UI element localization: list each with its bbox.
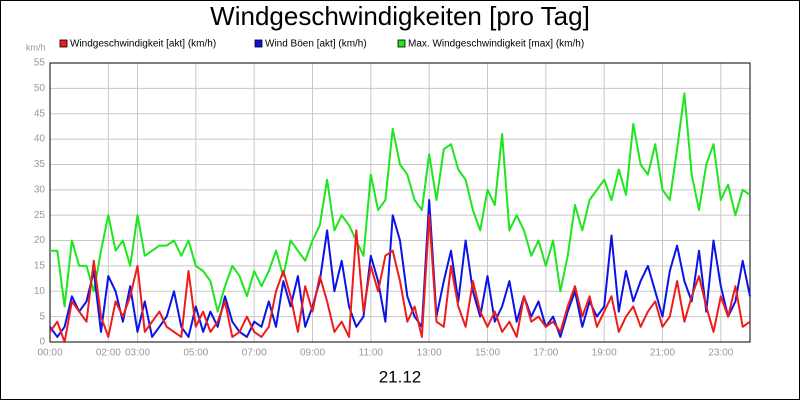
plot-area bbox=[50, 63, 750, 342]
x-tick-label: 17:00 bbox=[533, 348, 558, 359]
y-tick-label: 20 bbox=[34, 235, 46, 246]
legend-swatch bbox=[397, 39, 406, 48]
y-tick-label: 50 bbox=[34, 83, 46, 94]
x-tick-label: 11:00 bbox=[359, 348, 384, 359]
legend-swatch bbox=[59, 39, 68, 48]
x-tick-label: 07:00 bbox=[242, 348, 267, 359]
y-tick-label: 55 bbox=[34, 58, 46, 69]
legend-label: Windgeschwindigkeit [akt] (km/h) bbox=[70, 39, 216, 50]
line-series bbox=[50, 92, 751, 313]
y-tick-label: 0 bbox=[39, 337, 45, 348]
x-tick-label: 23:00 bbox=[708, 348, 733, 359]
line-series bbox=[49, 214, 751, 343]
x-axis-label: 21.12 bbox=[379, 367, 422, 386]
y-tick-label: 25 bbox=[34, 210, 46, 221]
legend-label: Max. Windgeschwindigkeit [max] (km/h) bbox=[408, 39, 584, 50]
y-tick-label: 35 bbox=[34, 159, 46, 170]
chart-title: Windgeschwindigkeiten [pro Tag] bbox=[210, 1, 590, 31]
y-axis-label: km/h bbox=[26, 42, 46, 52]
y-tick-label: 40 bbox=[34, 134, 46, 145]
y-tick-label: 15 bbox=[34, 261, 46, 272]
line-series bbox=[49, 199, 751, 338]
legend: Windgeschwindigkeit [akt] (km/h) Wind Böe… bbox=[59, 39, 584, 50]
x-tick-label: 05:00 bbox=[183, 348, 208, 359]
x-tick-label: 15:00 bbox=[475, 348, 500, 359]
x-tick-label: 00:00 bbox=[37, 348, 62, 359]
x-tick-label: 03:00 bbox=[125, 348, 150, 359]
legend-label: Wind Böen [akt] (km/h) bbox=[265, 39, 367, 50]
x-tick-label: 09:00 bbox=[300, 348, 325, 359]
legend-swatch bbox=[254, 39, 263, 48]
y-tick-label: 5 bbox=[39, 311, 45, 322]
x-tick-label: 02:00 bbox=[96, 348, 121, 359]
y-tick-label: 10 bbox=[34, 286, 46, 297]
x-tick-label: 21:00 bbox=[650, 348, 675, 359]
plot-border bbox=[49, 62, 751, 343]
y-tick-label: 45 bbox=[34, 108, 46, 119]
x-tick-label: 19:00 bbox=[592, 348, 617, 359]
y-tick-label: 30 bbox=[34, 184, 46, 195]
x-tick-label: 13:00 bbox=[417, 348, 442, 359]
